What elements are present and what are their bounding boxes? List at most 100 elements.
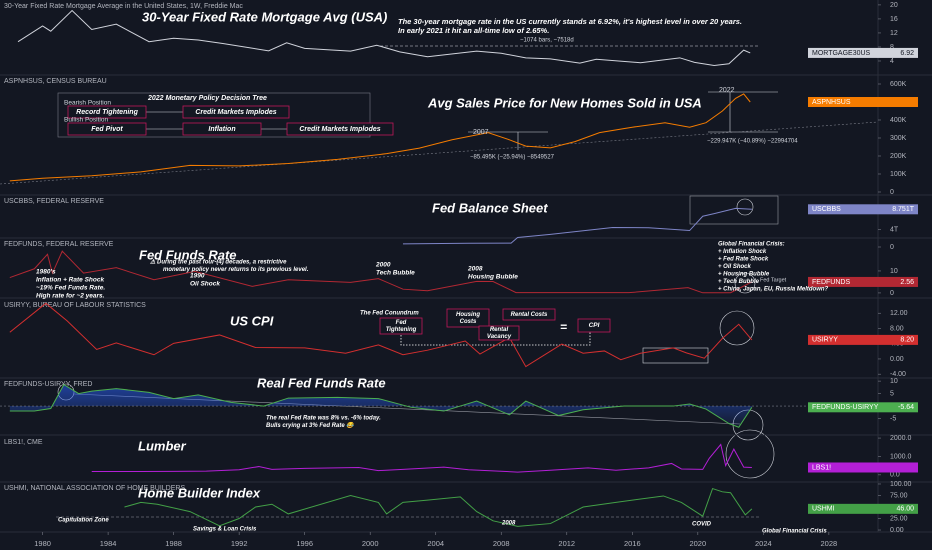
- y-tick-label: 200K: [890, 153, 907, 160]
- series-line: [9, 383, 753, 428]
- annotation-text: Tightening: [386, 327, 417, 333]
- price-box-value: 8.751T: [892, 206, 915, 213]
- x-tick-label: 1980: [34, 539, 51, 548]
- annotation-text: + China, Japan, EU, Russia Meltdown?: [718, 287, 829, 293]
- y-tick-label: -4.00: [890, 371, 906, 378]
- annotation-text: Global Financial Crisis:: [718, 242, 785, 248]
- x-tick-label: 2012: [558, 539, 575, 548]
- series-line: [9, 93, 751, 182]
- annotation-text: + Fed Rate Shock: [718, 257, 769, 263]
- y-tick-label: 12.00: [890, 310, 908, 317]
- highlight-circle: [736, 198, 754, 216]
- annotation-box: [182, 105, 290, 119]
- annotation-text: High rate for ~2 years.: [36, 293, 105, 300]
- annotation-text: Oil Shock: [190, 281, 220, 288]
- pane-title: US CPI: [230, 313, 274, 328]
- x-tick-label: 1992: [231, 539, 248, 548]
- price-box: [808, 204, 918, 215]
- y-tick-label: 5: [890, 390, 894, 397]
- annotation-text: Rental: [490, 327, 509, 333]
- price-box-name: MORTGAGE30US: [812, 50, 871, 57]
- price-box-name: LBS1!: [812, 464, 831, 471]
- annotation-text: 2022 Monetary Policy Decision Tree: [147, 95, 267, 102]
- price-box-name: FEDFUNDS-USIRYY: [812, 404, 879, 411]
- annotation-text: + Oil Shock: [718, 264, 752, 270]
- price-box-value: 8.20: [900, 337, 914, 344]
- annotation-text: + Inflation Shock: [718, 249, 767, 255]
- annotation-text: Fed: [396, 320, 407, 326]
- highlight-box: [689, 195, 779, 225]
- price-box: [808, 462, 918, 473]
- annotation-text: Savings & Loan Crisis: [193, 527, 257, 533]
- annotation-text: Bulls crying at 3% Fed Rate 😂: [266, 421, 355, 429]
- pane-title: Fed Funds Rate: [139, 247, 237, 262]
- annotation-text: 1990: [190, 273, 205, 280]
- annotation-text: Global Financial Crisis: [762, 529, 827, 535]
- annotation-text: Inflation: [208, 126, 235, 133]
- price-box-name: USIRYY: [812, 337, 838, 344]
- y-tick-label: 75.00: [890, 492, 908, 499]
- tree-frame: [57, 92, 371, 138]
- y-tick-label: 100K: [890, 171, 907, 178]
- pane-source: 30-Year Fixed Rate Mortgage Average in t…: [4, 3, 243, 10]
- trend-line: [0, 121, 879, 185]
- annotation-text: Rental Costs: [511, 312, 548, 318]
- annotation-text: 2008: [467, 266, 483, 273]
- y-tick-label: 0.00: [890, 356, 904, 363]
- x-tick-label: 2020: [689, 539, 706, 548]
- annotation-text: Vacancy: [487, 334, 512, 340]
- y-tick-label: -5: [890, 415, 896, 422]
- y-tick-label: 12: [890, 30, 898, 37]
- series-line: [9, 250, 753, 294]
- price-box-value: 2.56: [900, 279, 914, 286]
- annotation-text: In early 2021 it hit an all-time low of …: [398, 26, 549, 35]
- annotation-text: Tech Bubble: [376, 270, 415, 277]
- x-tick-label: 2028: [821, 539, 838, 548]
- annotation-box: [67, 105, 147, 119]
- y-tick-label: 20: [890, 2, 898, 9]
- annotation-text: Credit Markets Implodes: [299, 126, 380, 133]
- annotation-text: 1980's: [36, 269, 56, 276]
- annotation-box: [379, 317, 423, 335]
- price-box: [808, 402, 918, 413]
- conundrum-link: [400, 332, 591, 346]
- y-tick-label: 8.00: [890, 325, 904, 332]
- pane-source: USCBBS, FEDERAL RESERVE: [4, 198, 104, 205]
- annotation-text: The Fed Conundrum: [360, 311, 419, 317]
- y-tick-label: 10: [890, 268, 898, 275]
- annotation-text: Inflation + Rate Shock: [36, 277, 104, 284]
- pane-title: 30-Year Fixed Rate Mortgage Avg (USA): [142, 9, 387, 24]
- annotation-box: [286, 122, 394, 136]
- annotation-text: Bullish Position: [64, 117, 108, 124]
- price-box: [808, 503, 918, 514]
- y-tick-label: 4T: [890, 227, 899, 234]
- x-tick-label: 1984: [100, 539, 117, 548]
- annotation-text: −85.495K (−25.94%) −8549527: [470, 155, 555, 161]
- series-line: [402, 207, 752, 245]
- annotation-box: [502, 308, 556, 321]
- y-tick-label: 8: [890, 44, 894, 51]
- highlight-box: [642, 347, 709, 364]
- annotation-text: Housing: [456, 312, 480, 318]
- x-tick-label: 1996: [296, 539, 313, 548]
- pane-title: Home Builder Index: [138, 485, 261, 500]
- y-tick-label: 100.00: [890, 481, 912, 488]
- pane-title: Real Fed Funds Rate: [257, 375, 386, 390]
- y-tick-label: 0: [890, 244, 894, 251]
- overlays: [0, 45, 879, 518]
- pane-source: ASPNHSUS, CENSUS BUREAU: [4, 78, 107, 85]
- price-box-name: ASPNHSUS: [812, 99, 851, 106]
- annotation-text: Record Tightening: [76, 109, 138, 116]
- annotation-text: 2022: [719, 87, 735, 94]
- annotation-text: 2000: [375, 262, 391, 269]
- annotation-text: 2007: [473, 129, 489, 136]
- annotation-text: Costs: [460, 319, 477, 325]
- annotation-text: −229.947K (−40.89%) −22994704: [707, 139, 798, 145]
- y-tick-label: 0.0: [890, 472, 900, 479]
- annotation-text: monetary policy never returns to its pre…: [163, 267, 309, 273]
- annotation-text: + Tech Bubble: [718, 279, 760, 285]
- annotation-text: ⚠ During the past four-(4) decades, a re…: [150, 259, 287, 266]
